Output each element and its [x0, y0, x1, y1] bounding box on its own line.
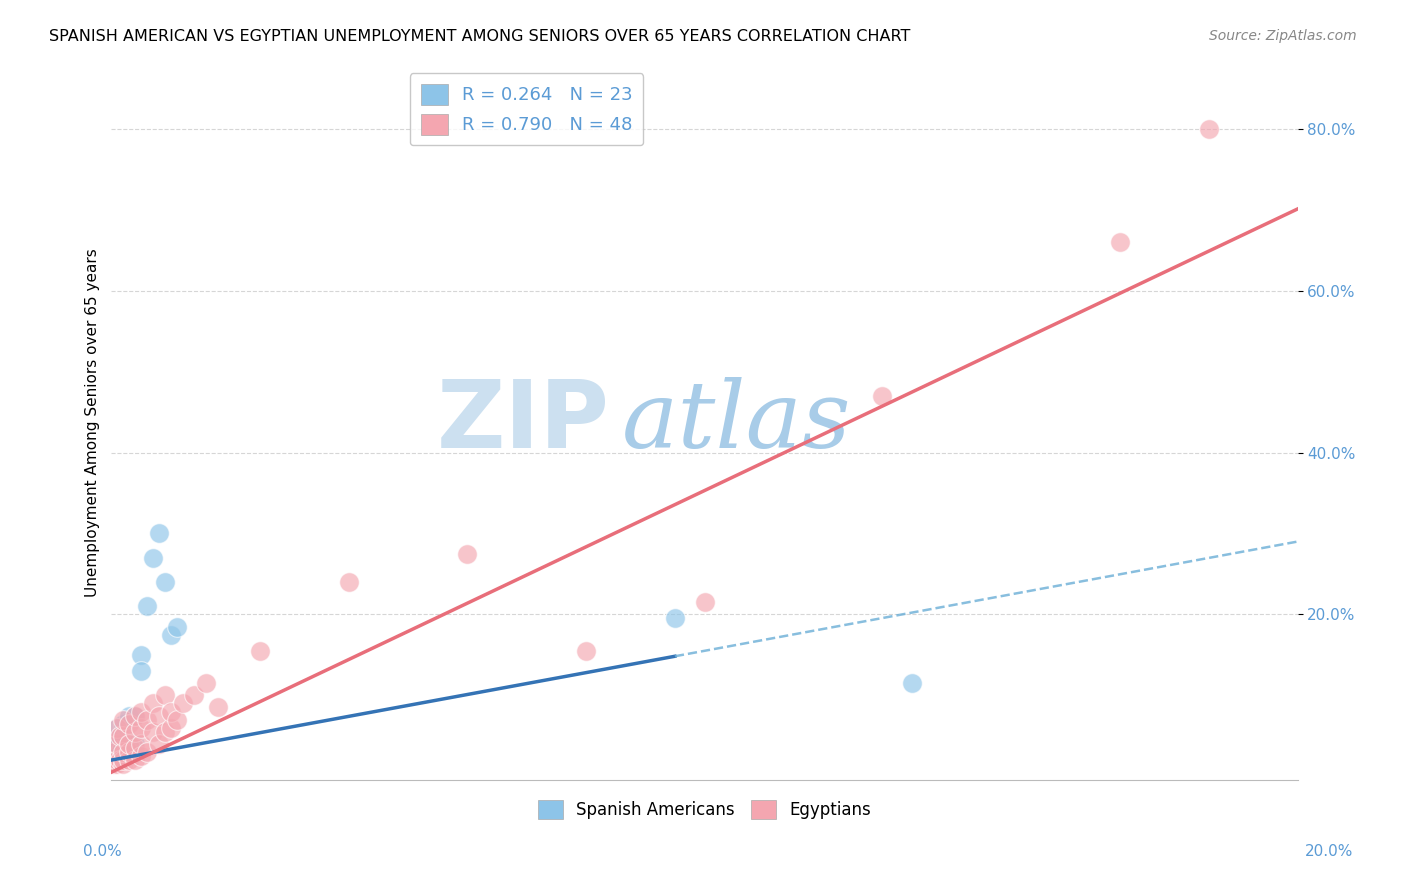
Point — [112, 729, 135, 743]
Point — [110, 745, 132, 759]
Point — [159, 721, 181, 735]
Point — [112, 745, 135, 759]
Point — [112, 713, 135, 727]
Point — [159, 627, 181, 641]
Text: 0.0%: 0.0% — [83, 845, 122, 859]
Point — [112, 716, 135, 731]
Point — [159, 705, 181, 719]
Point — [112, 753, 135, 767]
Point — [129, 721, 152, 735]
Point — [124, 724, 146, 739]
Point — [136, 599, 159, 614]
Point — [195, 676, 218, 690]
Point — [337, 574, 360, 589]
Text: SPANISH AMERICAN VS EGYPTIAN UNEMPLOYMENT AMONG SENIORS OVER 65 YEARS CORRELATIO: SPANISH AMERICAN VS EGYPTIAN UNEMPLOYMEN… — [49, 29, 911, 44]
Point — [136, 745, 159, 759]
Point — [105, 721, 128, 735]
Point — [1108, 235, 1130, 249]
Point — [105, 749, 128, 764]
Point — [118, 753, 141, 767]
Point — [207, 700, 229, 714]
Point — [153, 574, 176, 589]
Point — [105, 753, 128, 767]
Point — [129, 737, 152, 751]
Point — [118, 737, 141, 751]
Point — [124, 740, 146, 755]
Point — [183, 689, 205, 703]
Text: Source: ZipAtlas.com: Source: ZipAtlas.com — [1209, 29, 1357, 43]
Point — [105, 721, 128, 735]
Point — [124, 708, 146, 723]
Point — [142, 724, 165, 739]
Point — [110, 753, 132, 767]
Point — [142, 550, 165, 565]
Text: 20.0%: 20.0% — [1305, 845, 1353, 859]
Point — [112, 749, 135, 764]
Point — [112, 757, 135, 772]
Point — [148, 708, 170, 723]
Point — [112, 729, 135, 743]
Point — [103, 757, 125, 772]
Point — [103, 740, 125, 755]
Point — [129, 705, 152, 719]
Point — [153, 724, 176, 739]
Text: ZIP: ZIP — [437, 376, 610, 468]
Point — [105, 757, 128, 772]
Point — [664, 611, 686, 625]
Point — [693, 595, 716, 609]
Point — [124, 708, 146, 723]
Y-axis label: Unemployment Among Seniors over 65 years: Unemployment Among Seniors over 65 years — [86, 248, 100, 597]
Point — [872, 389, 894, 403]
Point — [105, 737, 128, 751]
Point — [118, 737, 141, 751]
Point — [166, 619, 188, 633]
Point — [148, 737, 170, 751]
Point — [129, 749, 152, 764]
Point — [249, 644, 271, 658]
Point — [456, 547, 478, 561]
Point — [142, 697, 165, 711]
Point — [129, 648, 152, 662]
Point — [148, 526, 170, 541]
Point — [118, 708, 141, 723]
Point — [110, 729, 132, 743]
Point — [124, 737, 146, 751]
Point — [136, 713, 159, 727]
Point — [118, 716, 141, 731]
Point — [153, 689, 176, 703]
Point — [105, 737, 128, 751]
Point — [118, 745, 141, 759]
Point — [118, 745, 141, 759]
Point — [1198, 121, 1220, 136]
Point — [172, 697, 194, 711]
Point — [129, 664, 152, 678]
Text: atlas: atlas — [621, 377, 851, 467]
Point — [103, 745, 125, 759]
Legend: Spanish Americans, Egyptians: Spanish Americans, Egyptians — [531, 793, 877, 826]
Point — [124, 753, 146, 767]
Point — [166, 713, 188, 727]
Point — [901, 676, 924, 690]
Point — [575, 644, 598, 658]
